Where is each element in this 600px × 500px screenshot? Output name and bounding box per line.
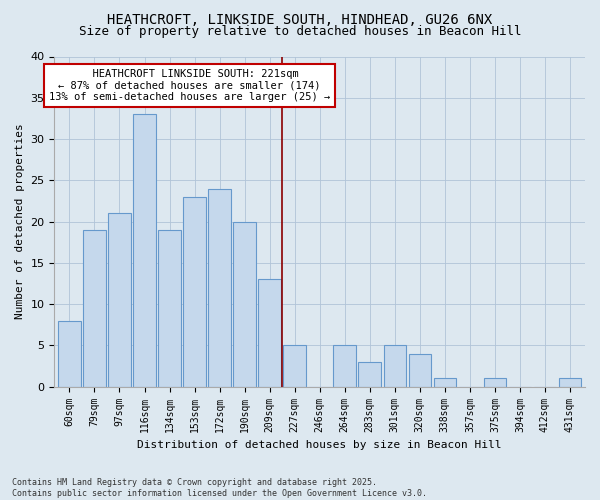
Bar (83, 230, 106, 386)
Bar (58, 320, 80, 386)
Bar (383, 346, 406, 387)
Bar (208, 188, 231, 386)
Bar (484, 378, 506, 386)
Text: Contains HM Land Registry data © Crown copyright and database right 2025.
Contai: Contains HM Land Registry data © Crown c… (12, 478, 427, 498)
X-axis label: Distribution of detached houses by size in Beacon Hill: Distribution of detached houses by size … (137, 440, 502, 450)
Text: Size of property relative to detached houses in Beacon Hill: Size of property relative to detached ho… (79, 25, 521, 38)
Bar (108, 214, 131, 386)
Y-axis label: Number of detached properties: Number of detached properties (15, 124, 25, 320)
Bar (434, 378, 456, 386)
Bar (259, 280, 281, 386)
Bar (334, 346, 356, 387)
Text: HEATHCROFT LINKSIDE SOUTH: 221sqm
← 87% of detached houses are smaller (174)
13%: HEATHCROFT LINKSIDE SOUTH: 221sqm ← 87% … (49, 69, 330, 102)
Text: HEATHCROFT, LINKSIDE SOUTH, HINDHEAD, GU26 6NX: HEATHCROFT, LINKSIDE SOUTH, HINDHEAD, GU… (107, 12, 493, 26)
Bar (283, 346, 306, 387)
Bar (559, 378, 581, 386)
Bar (133, 114, 156, 386)
Bar (158, 230, 181, 386)
Bar (358, 362, 381, 386)
Bar (233, 222, 256, 386)
Bar (183, 197, 206, 386)
Bar (409, 354, 431, 386)
